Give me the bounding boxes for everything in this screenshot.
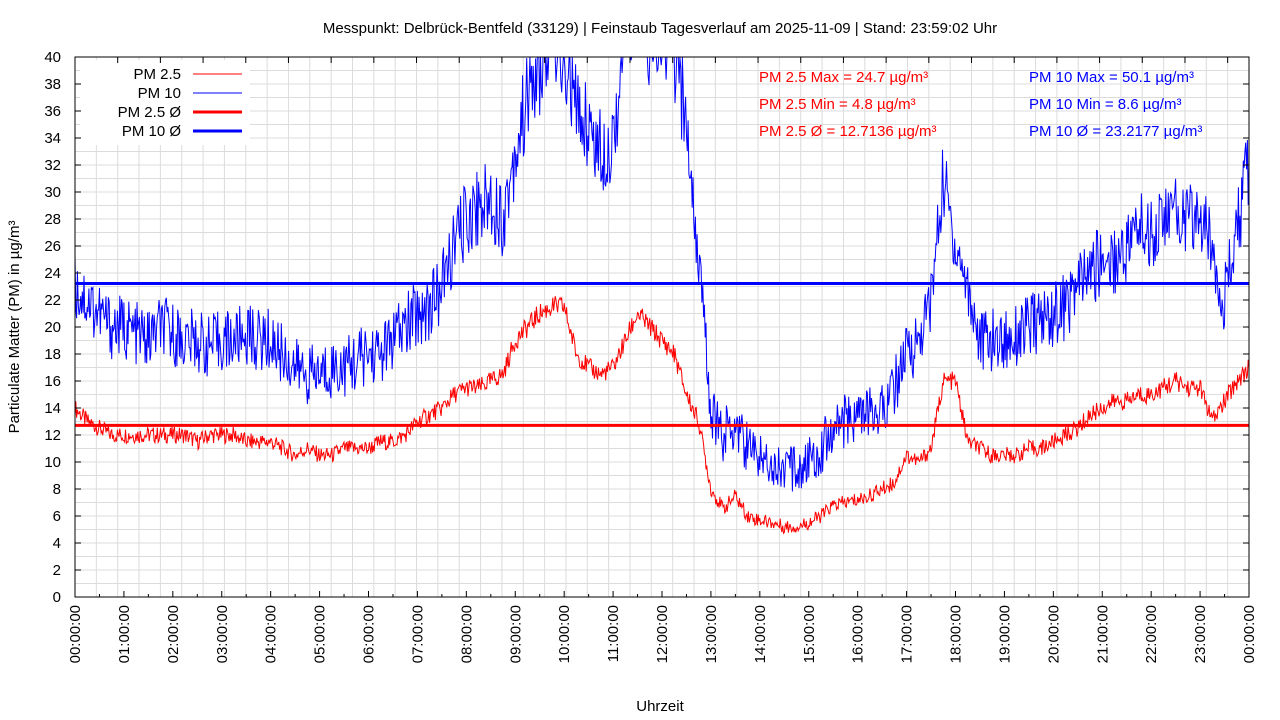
- x-tick-label: 23:00:00: [1192, 605, 1209, 663]
- pm10-max-label: PM 10 Max = 50.1 µg/m³: [1029, 69, 1194, 86]
- y-tick-label: 6: [53, 508, 61, 525]
- pm25-max-label: PM 2.5 Max = 24.7 µg/m³: [759, 69, 928, 86]
- y-tick-label: 32: [44, 157, 61, 174]
- x-tick-label: 11:00:00: [605, 605, 622, 662]
- x-tick-label: 17:00:00: [899, 605, 916, 663]
- x-tick-label: 05:00:00: [312, 605, 329, 663]
- x-tick-label: 10:00:00: [556, 605, 573, 663]
- y-tick-label: 10: [44, 454, 61, 471]
- x-tick-label: 04:00:00: [263, 605, 280, 663]
- y-tick-label: 24: [44, 265, 61, 282]
- x-tick-label: 03:00:00: [214, 605, 231, 663]
- legend-label-pm10: PM 10: [138, 85, 181, 102]
- x-tick-label: 22:00:00: [1143, 605, 1160, 663]
- x-tick-label: 01:00:00: [116, 605, 133, 663]
- pm25-min-label: PM 2.5 Min = 4.8 µg/m³: [759, 96, 916, 113]
- legend: PM 2.5 PM 10 PM 2.5 Ø PM 10 Ø: [118, 66, 242, 140]
- y-tick-label: 0: [53, 589, 61, 606]
- x-axis-label: Uhrzeit: [636, 698, 684, 715]
- x-tick-label: 00:00:00: [67, 605, 84, 663]
- x-tick-label: 12:00:00: [654, 605, 671, 663]
- y-tick-label: 18: [44, 346, 61, 363]
- x-tick-label: 14:00:00: [752, 605, 769, 663]
- x-tick-label: 19:00:00: [996, 605, 1013, 663]
- x-tick-label: 02:00:00: [165, 605, 182, 663]
- legend-label-pm25: PM 2.5: [133, 66, 181, 83]
- y-tick-label: 34: [44, 130, 61, 147]
- pm25-avg-label: PM 2.5 Ø = 12.7136 µg/m³: [759, 123, 936, 140]
- x-tick-label: 06:00:00: [361, 605, 378, 663]
- pm10-min-label: PM 10 Min = 8.6 µg/m³: [1029, 96, 1181, 113]
- series-line-pm25: [74, 296, 1250, 535]
- y-tick-label: 16: [44, 373, 61, 390]
- y-tick-label: 28: [44, 211, 61, 228]
- x-tick-label: 07:00:00: [409, 605, 426, 663]
- x-tick-label: 20:00:00: [1045, 605, 1062, 663]
- x-tick-label: 15:00:00: [801, 605, 818, 663]
- x-tick-label: 16:00:00: [850, 605, 867, 663]
- y-tick-label: 14: [44, 400, 61, 417]
- y-tick-label: 4: [53, 535, 61, 552]
- y-tick-label: 40: [44, 49, 61, 66]
- x-tick-label: 13:00:00: [703, 605, 720, 663]
- grid: [74, 56, 1250, 598]
- y-tick-label: 8: [53, 481, 61, 498]
- y-tick-label: 2: [53, 562, 61, 579]
- axes: 024681012141618202224262830323436384000:…: [44, 49, 1258, 663]
- y-tick-label: 22: [44, 292, 61, 309]
- x-tick-label: 18:00:00: [948, 605, 965, 663]
- x-tick-label: 09:00:00: [507, 605, 524, 663]
- legend-label-pm10-avg: PM 10 Ø: [122, 123, 182, 140]
- y-tick-label: 26: [44, 238, 61, 255]
- y-tick-label: 38: [44, 76, 61, 93]
- y-tick-label: 36: [44, 103, 61, 120]
- pm10-avg-label: PM 10 Ø = 23.2177 µg/m³: [1029, 123, 1202, 140]
- chart-title: Messpunkt: Delbrück-Bentfeld (33129) | F…: [323, 20, 997, 37]
- x-tick-label: 21:00:00: [1094, 605, 1111, 663]
- stats-annotations: PM 2.5 Max = 24.7 µg/m³ PM 2.5 Min = 4.8…: [759, 69, 1202, 140]
- x-tick-label: 00:00:00: [1241, 605, 1258, 663]
- y-axis-label: Particulate Matter (PM) in µg/m³: [6, 221, 23, 434]
- y-tick-label: 30: [44, 184, 61, 201]
- y-tick-label: 12: [44, 427, 61, 444]
- y-tick-label: 20: [44, 319, 61, 336]
- x-tick-label: 08:00:00: [458, 605, 475, 663]
- legend-label-pm25-avg: PM 2.5 Ø: [118, 104, 182, 121]
